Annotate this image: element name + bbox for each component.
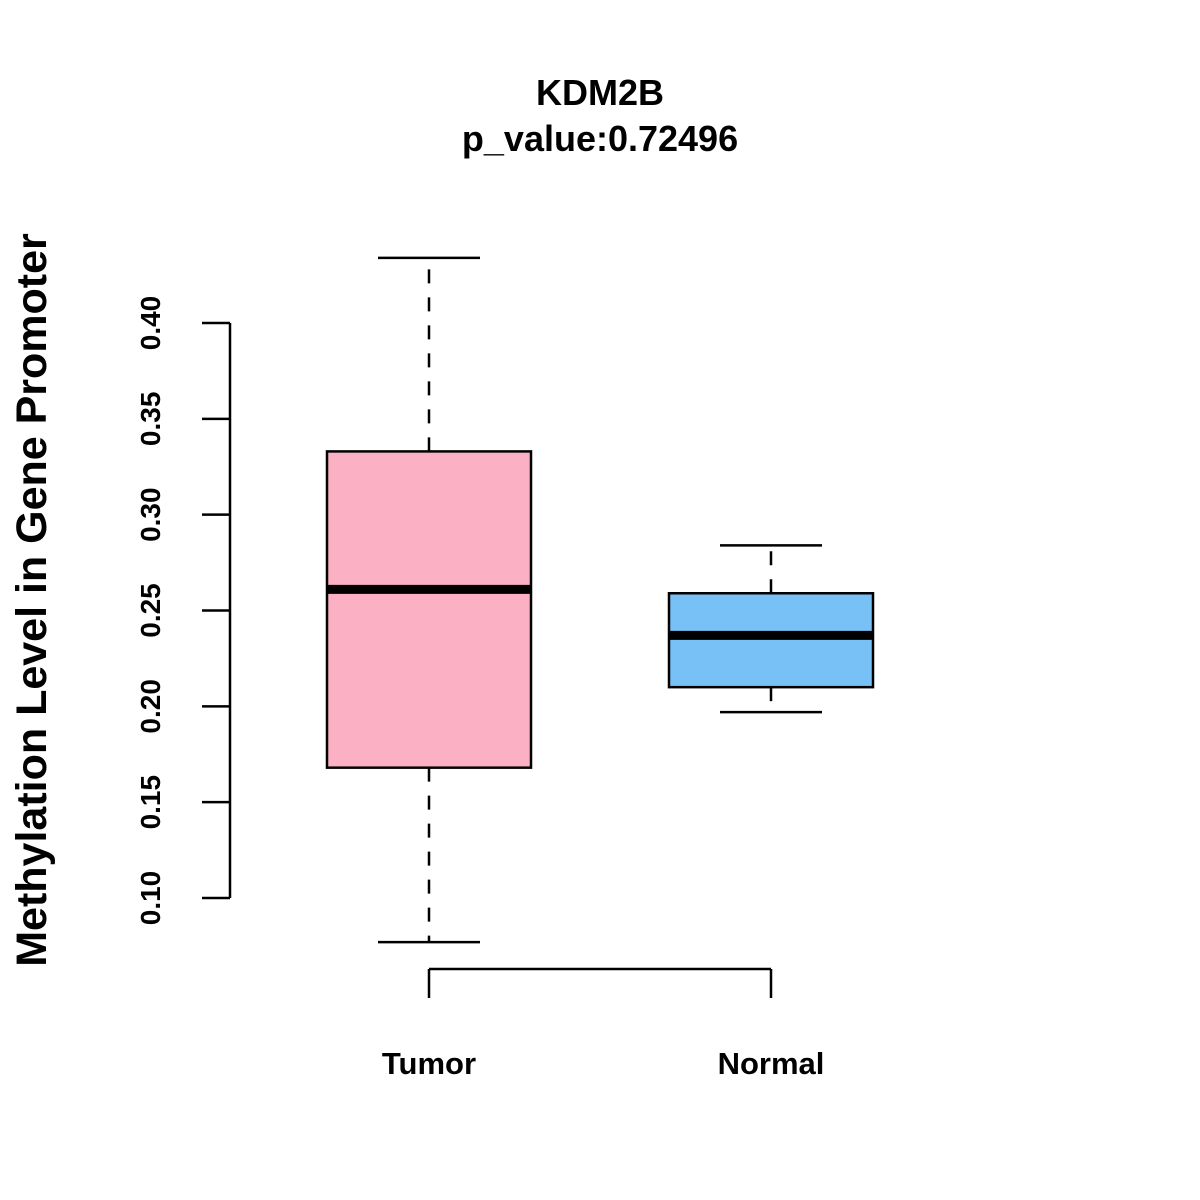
y-axis: 0.10 0.15 0.20 0.25 0.30 0.35 0.40: [135, 296, 232, 926]
x-tick-label-tumor: Tumor: [382, 1046, 476, 1081]
y-axis-label: Methylation Level in Gene Promoter: [8, 233, 56, 967]
box-tumor: [325, 256, 533, 944]
y-tick-label: 0.30: [135, 487, 166, 542]
x-axis: Tumor Normal: [382, 967, 825, 1081]
box-normal: [667, 544, 875, 714]
y-tick-label: 0.10: [135, 871, 166, 926]
y-tick-label: 0.20: [135, 679, 166, 734]
y-tick-label: 0.40: [135, 296, 166, 351]
iqr-box: [667, 592, 875, 689]
iqr-box: [325, 450, 533, 769]
y-tick-label: 0.15: [135, 775, 166, 830]
y-tick-label: 0.25: [135, 583, 166, 638]
x-tick-label-normal: Normal: [718, 1046, 825, 1081]
chart-title: KDM2B: [536, 72, 664, 113]
y-tick-label: 0.35: [135, 392, 166, 447]
boxes: [325, 256, 875, 944]
chart-subtitle: p_value:0.72496: [462, 118, 738, 159]
